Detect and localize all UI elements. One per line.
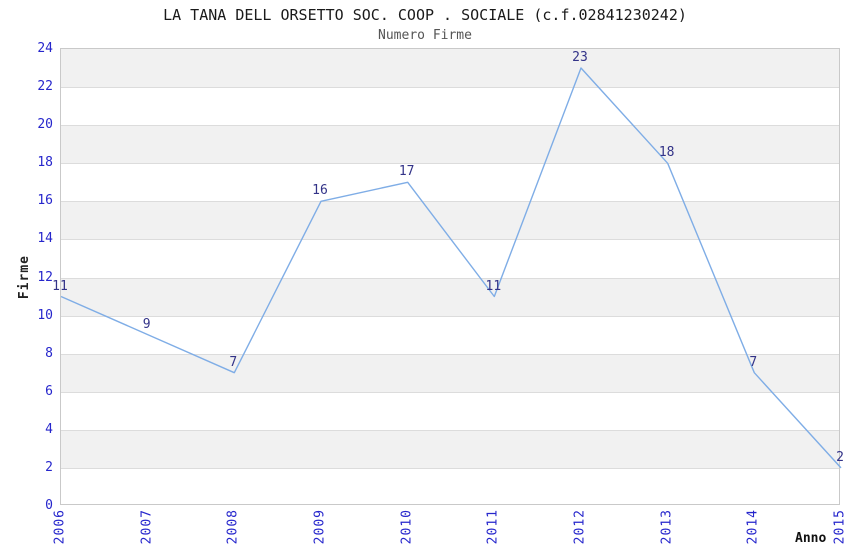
plot-area <box>60 48 842 505</box>
data-point-label: 23 <box>572 50 588 66</box>
gridline <box>61 430 839 431</box>
y-tick-label: 4 <box>45 421 53 437</box>
y-tick-label: 8 <box>45 345 53 361</box>
y-tick-label: 0 <box>45 498 53 513</box>
y-tick-label: 6 <box>45 383 53 399</box>
x-tick-label: 2006 <box>52 509 68 545</box>
y-tick-label: 16 <box>37 193 53 209</box>
series-line <box>60 67 842 469</box>
y-tick-label: 24 <box>37 41 53 56</box>
chart-subtitle: Numero Firme <box>378 28 472 43</box>
y-tick-label: 10 <box>37 307 53 323</box>
data-point-label: 2 <box>836 449 844 465</box>
x-tick-label: 2008 <box>225 509 241 545</box>
x-tick-label: 2007 <box>139 509 155 545</box>
gridline <box>61 201 839 202</box>
y-tick-label: 20 <box>37 117 53 133</box>
grid-band <box>61 353 839 392</box>
data-point-label: 11 <box>52 278 68 294</box>
x-tick-label: 2010 <box>399 509 415 545</box>
x-tick-label: 2014 <box>745 509 761 545</box>
grid-band <box>61 201 839 240</box>
y-tick-label: 22 <box>37 79 53 95</box>
chart-title: LA TANA DELL ORSETTO SOC. COOP . SOCIALE… <box>163 6 687 24</box>
x-tick-label: 2011 <box>485 509 501 545</box>
grid-band <box>61 125 839 164</box>
x-tick-label: 2012 <box>572 509 588 545</box>
x-tick-label: 2009 <box>312 509 328 545</box>
gridline <box>61 239 839 240</box>
y-tick-label: 2 <box>45 459 53 475</box>
grid-band <box>61 429 839 468</box>
gridline <box>61 278 839 279</box>
data-point-label: 7 <box>749 354 758 370</box>
grid-band <box>61 277 839 316</box>
grid-band <box>61 49 839 88</box>
data-point-label: 11 <box>485 278 502 294</box>
y-axis-title: Firme <box>17 254 32 299</box>
data-point-label: 9 <box>142 316 151 332</box>
line-series <box>60 67 842 469</box>
x-axis-title: Anno <box>795 531 827 546</box>
x-tick-label: 2015 <box>832 509 848 545</box>
y-tick-label: 14 <box>37 231 53 247</box>
gridline <box>61 392 839 393</box>
gridline <box>61 125 839 126</box>
gridline <box>61 316 839 317</box>
data-point-label: 7 <box>229 354 238 370</box>
gridline <box>61 87 839 88</box>
x-tick-label: 2013 <box>659 509 675 545</box>
data-point-label: 18 <box>658 145 675 161</box>
gridline <box>61 163 839 164</box>
gridline <box>61 354 839 355</box>
y-tick-label: 12 <box>37 269 53 285</box>
data-point-label: 17 <box>398 164 415 180</box>
data-point-label: 16 <box>312 183 328 199</box>
gridline <box>61 468 839 469</box>
y-tick-label: 18 <box>37 155 53 171</box>
